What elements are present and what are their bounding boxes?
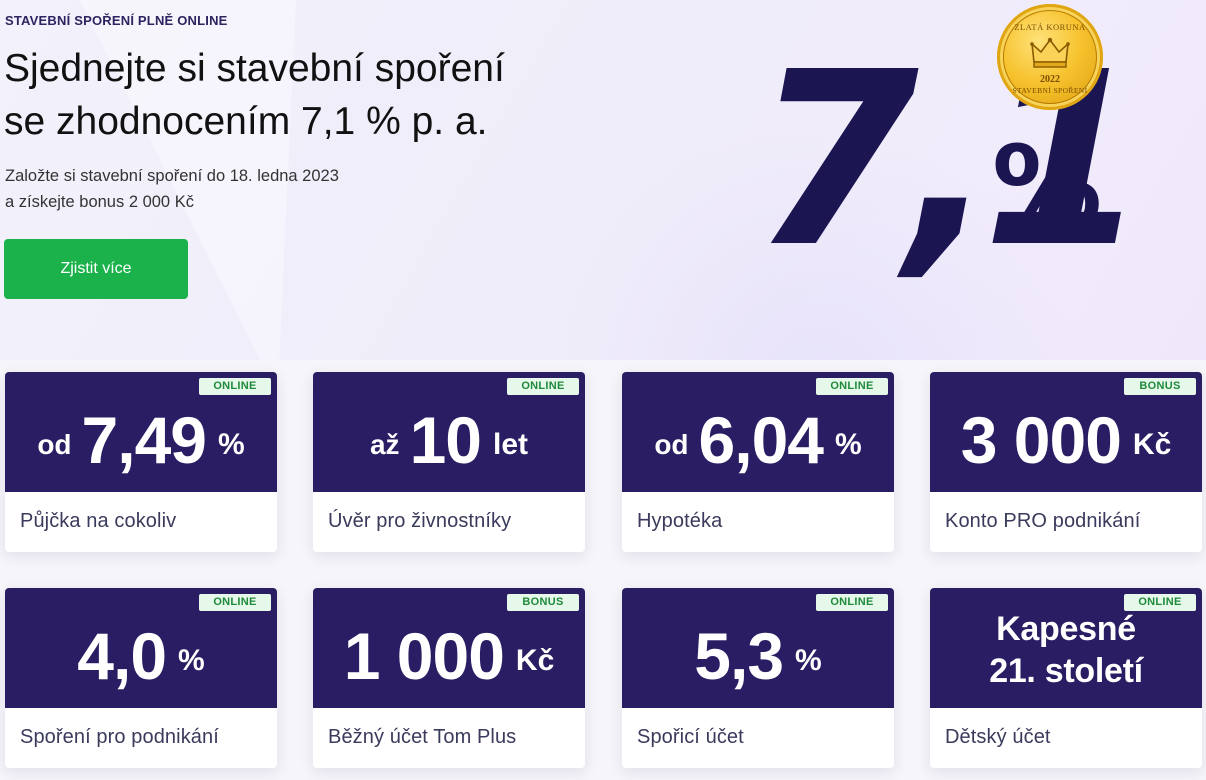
value-suffix: % — [178, 644, 205, 677]
online-badge: ONLINE — [199, 378, 271, 395]
value-suffix: Kč — [1132, 428, 1172, 461]
value-prefix: od — [654, 429, 689, 460]
value-suffix: % — [218, 428, 245, 461]
card-label: Spoření pro podnikání — [20, 726, 219, 748]
card-label: Hypotéka — [637, 510, 723, 532]
value-suffix: Kč — [515, 644, 555, 677]
card-label: Spořicí účet — [637, 726, 744, 748]
value-prefix: až — [369, 429, 400, 460]
product-card-current-account[interactable]: BONUS 1 000 Kč Běžný účet Tom Plus — [313, 588, 585, 768]
hero-headline: Sjednejte si stavební spoření se zhodnoc… — [4, 42, 604, 148]
card-value: 5,3 % — [622, 604, 894, 708]
subtext-line-2: a získejte bonus 2 000 Kč — [5, 193, 194, 211]
value-line-2: 21. století — [989, 652, 1143, 690]
value-main: 7,49 — [81, 403, 207, 477]
product-card-business-account[interactable]: BONUS 3 000 Kč Konto PRO podnikání — [930, 372, 1202, 552]
value-main: 4,0 — [77, 619, 167, 693]
card-label: Dětský účet — [945, 726, 1051, 748]
value-suffix: % — [795, 644, 822, 677]
card-value: Kapesné 21. století — [930, 598, 1202, 702]
subtext-line-1: Založte si stavební spoření do 18. ledna… — [5, 167, 339, 185]
product-card-savings-account[interactable]: ONLINE 5,3 % Spořicí účet — [622, 588, 894, 768]
value-line-1: Kapesné — [996, 610, 1136, 648]
big-rate-unit: % — [992, 122, 1103, 250]
product-card-loan[interactable]: ONLINE od 7,49 % Půjčka na cokoliv — [5, 372, 277, 552]
card-label: Běžný účet Tom Plus — [328, 726, 517, 748]
card-value: až 10 let — [313, 388, 585, 492]
golden-crown-award-medal: ZLATÁ KORUNA 2022 STAVEBNÍ SPOŘENÍ — [997, 4, 1103, 110]
online-badge: ONLINE — [1124, 594, 1196, 611]
value-main: 6,04 — [698, 403, 824, 477]
card-label: Půjčka na cokoliv — [20, 510, 177, 532]
headline-line-2: se zhodnocením 7,1 % p. a. — [4, 100, 488, 143]
bonus-badge: BONUS — [507, 594, 579, 611]
product-card-business-loan[interactable]: ONLINE až 10 let Úvěr pro živnostníky — [313, 372, 585, 552]
card-value: 3 000 Kč — [930, 388, 1202, 492]
big-rate-display: 7,1 % — [752, 20, 1172, 300]
product-card-mortgage[interactable]: ONLINE od 6,04 % Hypotéka — [622, 372, 894, 552]
product-card-child-account[interactable]: ONLINE Kapesné 21. století Dětský účet — [930, 588, 1202, 768]
value-suffix: let — [492, 428, 528, 461]
medal-ring — [1003, 10, 1097, 104]
medal-bottom-text: STAVEBNÍ SPOŘENÍ — [1012, 86, 1088, 95]
value-main: 3 000 — [960, 403, 1122, 477]
online-badge: ONLINE — [199, 594, 271, 611]
value-suffix: % — [835, 428, 862, 461]
headline-line-1: Sjednejte si stavební spoření — [4, 47, 505, 90]
value-main: 1 000 — [343, 619, 505, 693]
bonus-badge: BONUS — [1124, 378, 1196, 395]
hero-subtext: Založte si stavební spoření do 18. ledna… — [5, 163, 425, 215]
crown-icon — [1030, 37, 1070, 68]
online-badge: ONLINE — [816, 378, 888, 395]
card-value: od 6,04 % — [622, 388, 894, 492]
online-badge: ONLINE — [507, 378, 579, 395]
card-value: od 7,49 % — [5, 388, 277, 492]
card-value: 1 000 Kč — [313, 604, 585, 708]
online-badge: ONLINE — [816, 594, 888, 611]
medal-year: 2022 — [1040, 74, 1060, 85]
value-prefix: od — [37, 429, 72, 460]
medal-top-text: ZLATÁ KORUNA — [1014, 22, 1086, 32]
card-label: Úvěr pro živnostníky — [328, 510, 512, 532]
value-main: 10 — [409, 403, 482, 477]
learn-more-button[interactable]: Zjistit více — [4, 239, 188, 299]
card-value: 4,0 % — [5, 604, 277, 708]
hero-eyebrow: STAVEBNÍ SPOŘENÍ PLNĚ ONLINE — [5, 13, 228, 28]
card-label: Konto PRO podnikání — [945, 510, 1141, 532]
product-card-business-savings[interactable]: ONLINE 4,0 % Spoření pro podnikání — [5, 588, 277, 768]
value-main: 5,3 — [694, 619, 784, 693]
